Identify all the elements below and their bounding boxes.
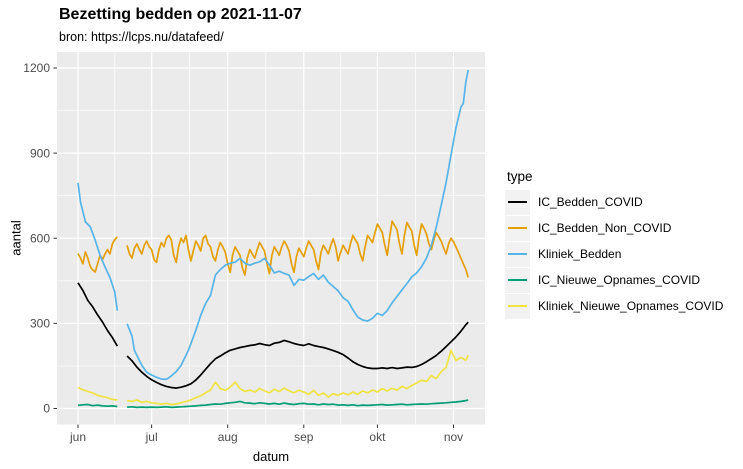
legend-key-swatch bbox=[505, 267, 530, 293]
legend-key-swatch bbox=[505, 189, 530, 215]
legend-item-label: IC_Nieuwe_Opnames_COVID bbox=[538, 273, 701, 287]
legend-key-swatch bbox=[505, 241, 530, 267]
x-tick-label: sep bbox=[294, 430, 314, 444]
legend-item: IC_Bedden_Non_COVID bbox=[505, 215, 723, 241]
legend-item-label: IC_Bedden_COVID bbox=[538, 195, 643, 209]
legend-item-label: Kliniek_Bedden bbox=[538, 247, 622, 261]
x-tick-label: jun bbox=[69, 430, 86, 444]
legend-key-line-icon bbox=[508, 201, 527, 203]
legend-item: Kliniek_Bedden bbox=[505, 241, 723, 267]
y-tick-label: 600 bbox=[30, 231, 50, 245]
series-line-IC_Bedden_COVID bbox=[77, 282, 469, 389]
chart-title: Bezetting bedden op 2021-11-07 bbox=[59, 6, 302, 23]
y-axis-title: aantal bbox=[8, 220, 24, 256]
legend: type IC_Bedden_COVID IC_Bedden_Non_COVID K… bbox=[505, 169, 723, 319]
series-line-IC_Nieuwe_Opnames_COVID bbox=[77, 399, 469, 409]
legend-item: IC_Nieuwe_Opnames_COVID bbox=[505, 267, 723, 293]
y-tick-label: 0 bbox=[43, 402, 50, 416]
legend-item-label: Kliniek_Nieuwe_Opnames_COVID bbox=[538, 299, 724, 313]
x-tick-label: aug bbox=[218, 430, 238, 444]
legend-key-swatch bbox=[505, 215, 530, 241]
y-tick-label: 900 bbox=[30, 146, 50, 160]
series-line-Kliniek_Nieuwe_Opnames_COVID bbox=[77, 349, 469, 406]
x-tick-label: jul bbox=[145, 430, 158, 444]
legend-items: IC_Bedden_COVID IC_Bedden_Non_COVID Klinie… bbox=[505, 189, 723, 319]
legend-title: type bbox=[507, 169, 533, 184]
legend-item: IC_Bedden_COVID bbox=[505, 189, 723, 215]
series-line-Kliniek_Bedden bbox=[77, 69, 470, 381]
y-tick-label: 1200 bbox=[23, 61, 50, 75]
legend-key-swatch bbox=[505, 293, 530, 319]
legend-key-line-icon bbox=[508, 305, 527, 307]
legend-key-line-icon bbox=[508, 227, 527, 229]
legend-key-line-icon bbox=[508, 279, 527, 281]
chart-subtitle: bron: https://lcps.nu/datafeed/ bbox=[59, 30, 224, 44]
legend-item-label: IC_Bedden_Non_COVID bbox=[538, 221, 672, 235]
legend-key-line-icon bbox=[508, 253, 527, 255]
series-line-IC_Bedden_Non_COVID bbox=[77, 220, 470, 278]
y-tick-label: 300 bbox=[30, 317, 50, 331]
x-axis-title: datum bbox=[252, 449, 290, 464]
x-tick-label: nov bbox=[444, 430, 463, 444]
x-tick-label: okt bbox=[369, 430, 386, 444]
legend-item: Kliniek_Nieuwe_Opnames_COVID bbox=[505, 293, 723, 319]
